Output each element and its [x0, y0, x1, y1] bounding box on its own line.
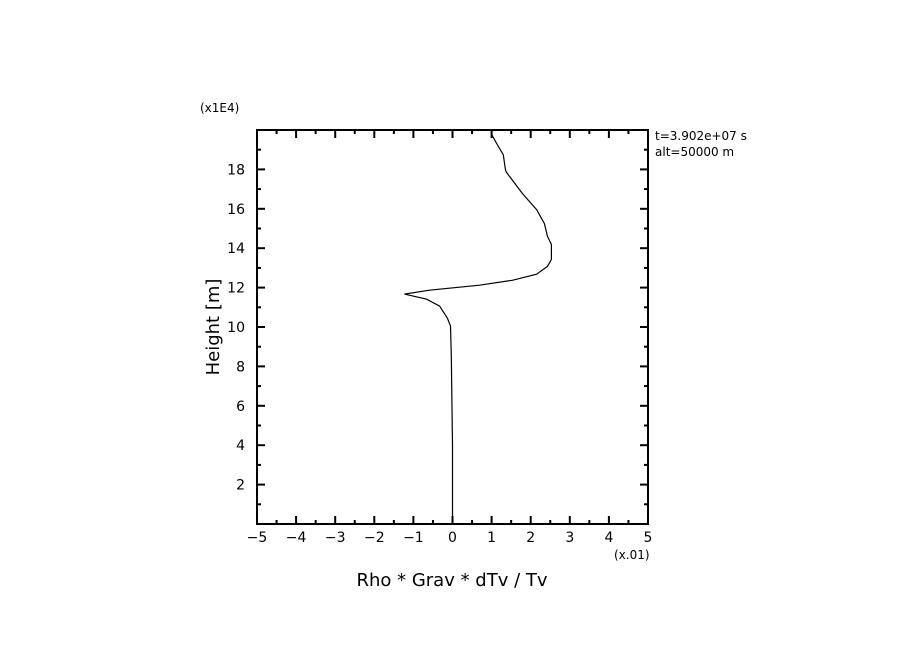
y-tick-label: 18 — [227, 162, 245, 178]
y-axis-label: Height [m] — [203, 279, 224, 376]
y-tick-label: 2 — [236, 478, 245, 494]
x-tick-label: 5 — [644, 530, 653, 546]
y-tick-label: 6 — [236, 399, 245, 415]
x-tick-label: 0 — [448, 530, 457, 546]
x-tick-label: −1 — [403, 530, 424, 546]
y-tick-label: 16 — [227, 202, 245, 218]
y-tick-label: 14 — [227, 241, 245, 257]
series-line — [404, 133, 553, 517]
x-tick-label: 2 — [526, 530, 535, 546]
y-tick-label: 4 — [236, 438, 245, 454]
x-tick-label: 1 — [487, 530, 496, 546]
x-tick-label: −3 — [325, 530, 346, 546]
x-tick-label: 3 — [565, 530, 574, 546]
x-axis-label: Rho * Grav * dTv / Tv — [356, 570, 547, 591]
x-tick-label: −2 — [364, 530, 385, 546]
y-tick-labels: 2 4 6 8 10 12 14 16 18 — [227, 162, 245, 493]
x-tick-label: −4 — [286, 530, 307, 546]
y-tick-label: 10 — [227, 320, 245, 336]
annotation-alt: alt=50000 m — [655, 145, 734, 159]
x-tick-labels: −5 −4 −3 −2 −1 0 1 2 3 4 5 — [247, 530, 653, 546]
ticks — [256, 130, 649, 524]
y-multiplier: (x1E4) — [200, 101, 239, 115]
annotation-time: t=3.902e+07 s — [655, 129, 747, 143]
x-tick-label: −5 — [247, 530, 268, 546]
y-tick-label: 8 — [236, 359, 245, 375]
x-multiplier: (x.01) — [614, 548, 650, 562]
y-tick-label: 12 — [227, 281, 245, 297]
x-tick-label: 4 — [604, 530, 613, 546]
